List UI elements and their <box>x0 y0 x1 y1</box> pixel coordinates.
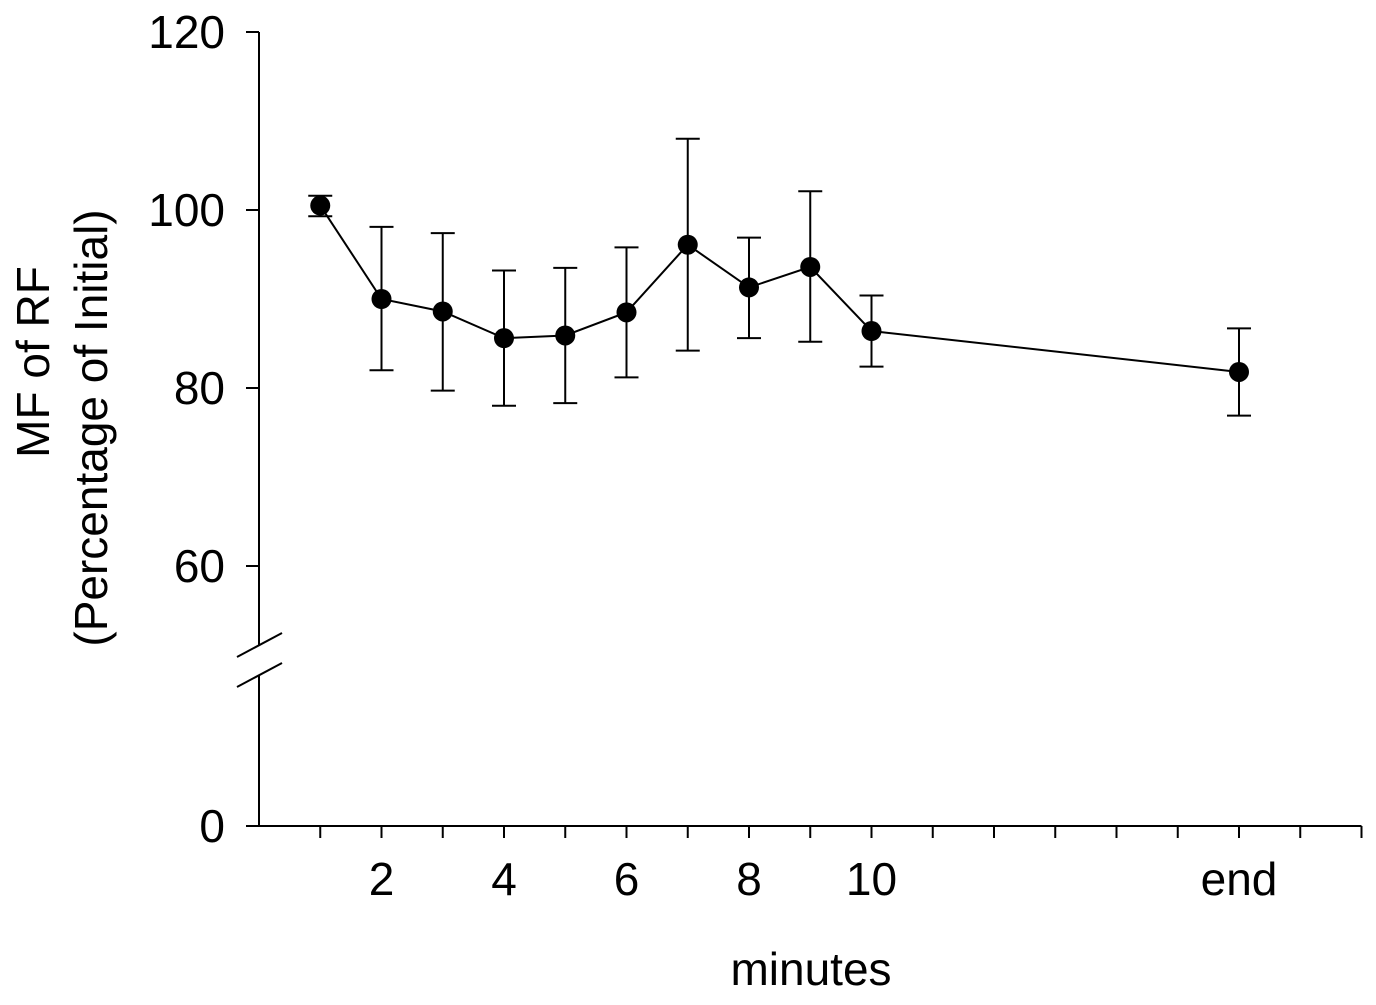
x-tick-label: end <box>1201 853 1278 905</box>
data-point <box>371 289 392 309</box>
y-axis-title-line2: (Percentage of Initial) <box>65 209 117 646</box>
x-tick-label: 2 <box>369 853 395 905</box>
labels-layer: minutes MF of RF (Percentage of Initial)… <box>7 6 1277 995</box>
x-tick-label: 4 <box>491 853 517 905</box>
x-axis-title: minutes <box>730 943 891 995</box>
data-point <box>310 195 331 216</box>
y-tick-label: 120 <box>148 6 225 58</box>
x-tick-label: 10 <box>846 853 897 905</box>
data-point <box>1229 361 1249 382</box>
data-point <box>800 256 821 277</box>
y-tick-label: 100 <box>148 184 225 236</box>
data-point <box>739 277 759 298</box>
y-axis-break-mark <box>236 662 283 688</box>
data-point <box>861 321 882 342</box>
axes <box>236 31 1363 838</box>
x-tick-label: 8 <box>736 853 762 905</box>
data-point <box>616 302 637 323</box>
data-point <box>494 328 514 349</box>
y-tick-label: 80 <box>174 362 225 414</box>
series-layer <box>308 137 1251 417</box>
data-point <box>677 234 698 255</box>
y-axis-title-line1: MF of RF <box>7 266 59 458</box>
data-point <box>555 325 576 346</box>
y-axis-break-mark <box>236 632 283 658</box>
y-tick-label: 0 <box>199 800 225 852</box>
series-line <box>319 205 1240 373</box>
y-tick-label: 60 <box>174 540 225 592</box>
x-tick-label: 6 <box>614 853 640 905</box>
data-point <box>432 301 453 322</box>
